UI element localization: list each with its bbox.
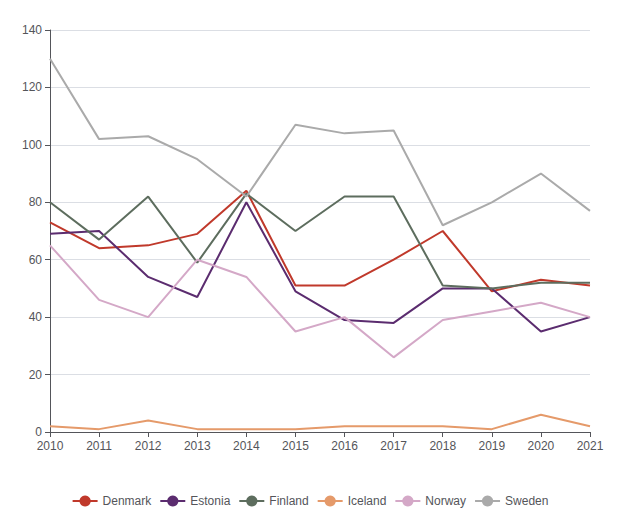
svg-text:60: 60: [29, 253, 43, 267]
svg-text:80: 80: [29, 195, 43, 209]
svg-text:Denmark: Denmark: [103, 494, 153, 508]
svg-text:2011: 2011: [86, 439, 112, 453]
svg-text:Estonia: Estonia: [190, 494, 230, 508]
svg-text:2020: 2020: [528, 439, 555, 453]
svg-text:2015: 2015: [282, 439, 309, 453]
svg-text:Iceland: Iceland: [348, 494, 387, 508]
svg-text:2010: 2010: [37, 439, 64, 453]
svg-text:100: 100: [22, 138, 42, 152]
svg-text:140: 140: [22, 23, 42, 37]
svg-text:2021: 2021: [577, 439, 604, 453]
svg-text:0: 0: [35, 425, 42, 439]
svg-text:Sweden: Sweden: [505, 494, 548, 508]
svg-text:2016: 2016: [331, 439, 358, 453]
svg-text:20: 20: [29, 368, 43, 382]
svg-text:Finland: Finland: [269, 494, 308, 508]
svg-text:Norway: Norway: [425, 494, 466, 508]
svg-text:2014: 2014: [233, 439, 260, 453]
svg-text:120: 120: [22, 80, 42, 94]
svg-text:2017: 2017: [380, 439, 407, 453]
svg-text:2013: 2013: [184, 439, 211, 453]
svg-text:40: 40: [29, 310, 43, 324]
svg-text:2012: 2012: [135, 439, 162, 453]
svg-text:2018: 2018: [429, 439, 456, 453]
svg-text:2019: 2019: [478, 439, 505, 453]
